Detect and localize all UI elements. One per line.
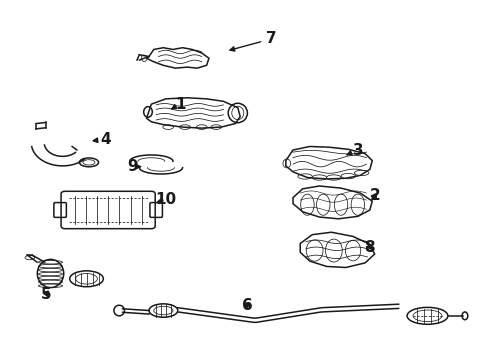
Text: 3: 3 [347,143,363,158]
Text: 6: 6 [242,298,253,313]
Text: 9: 9 [127,159,141,174]
Text: 4: 4 [93,132,111,147]
Text: 5: 5 [40,287,51,302]
Text: 10: 10 [155,192,176,207]
Text: 1: 1 [172,96,185,112]
Text: 8: 8 [365,239,375,255]
Text: 7: 7 [230,31,277,51]
Text: 2: 2 [369,188,380,203]
